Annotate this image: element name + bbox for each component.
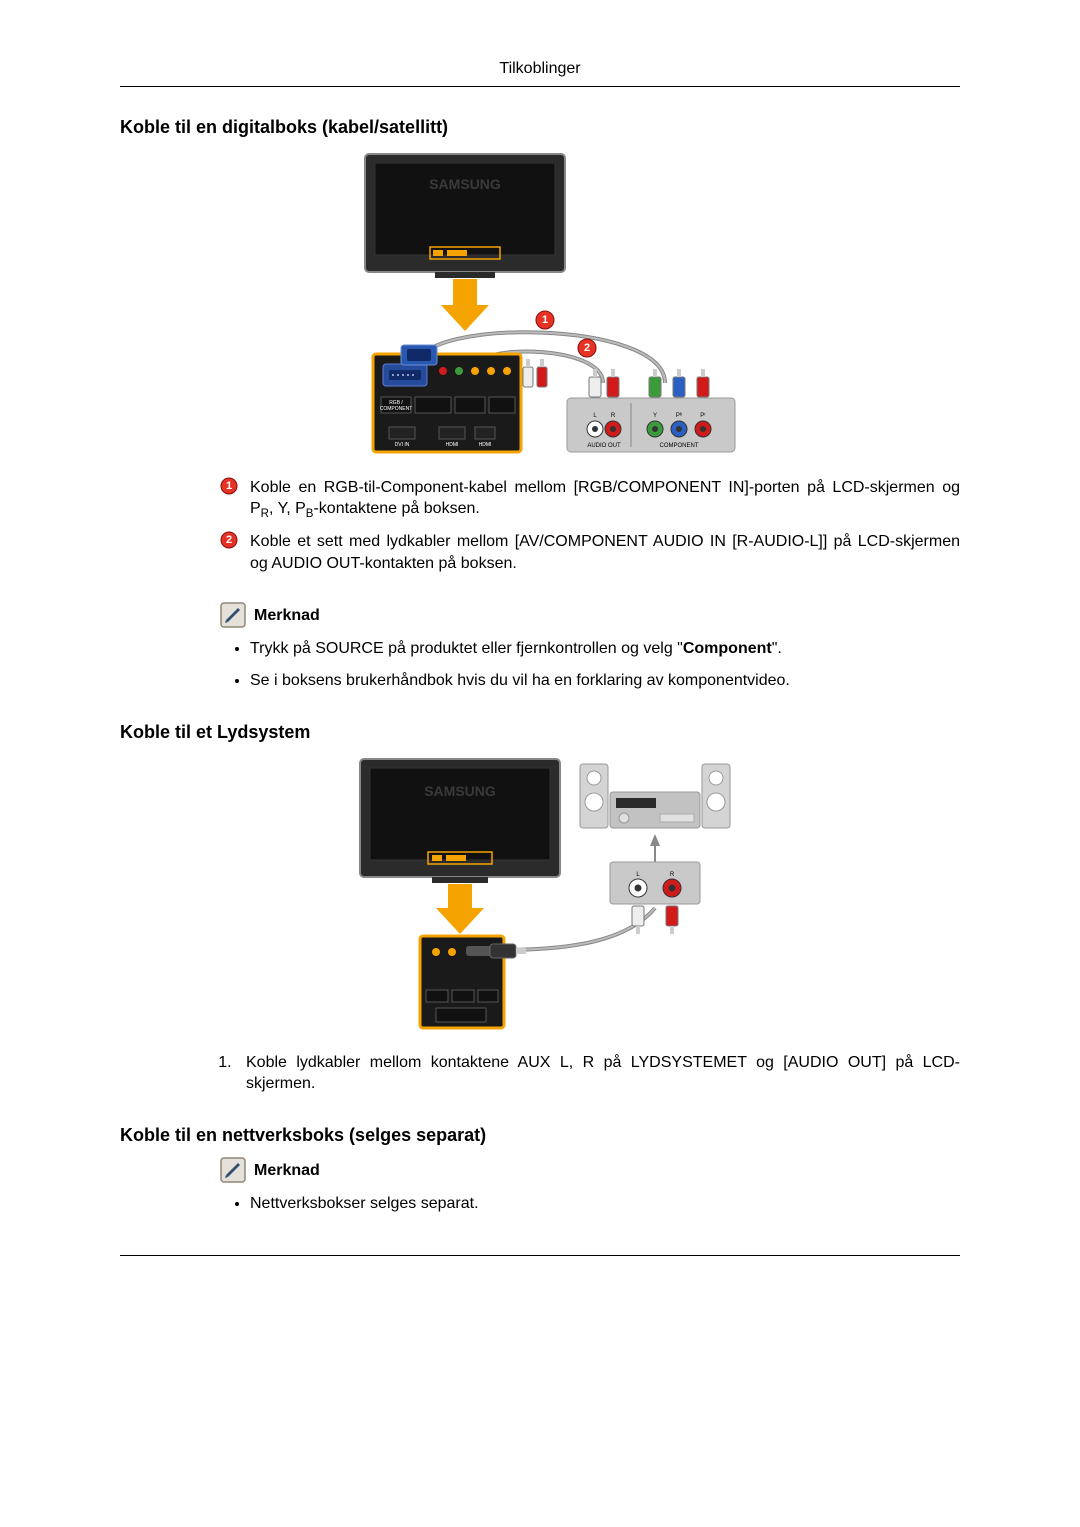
back-panel: RGB / COMPONENT DVI IN HDMI HDMI: [373, 354, 521, 452]
section1-title: Koble til en digitalboks (kabel/satellit…: [120, 115, 960, 139]
page-header: Tilkoblinger: [120, 58, 960, 80]
svg-text:R: R: [611, 413, 616, 419]
receiver: [610, 792, 700, 828]
note-2-item-1: Nettverksbokser selges separat.: [250, 1193, 960, 1215]
svg-text:COMPONENT: COMPONENT: [660, 443, 699, 449]
section3-title: Koble til en nettverksboks (selges separ…: [120, 1123, 960, 1147]
diagram-audiosystem-svg: SAMSUNG: [340, 754, 740, 1034]
badge-2-icon: 2: [220, 531, 238, 549]
back-panel-2: [420, 936, 526, 1028]
section2-list: Koble lydkabler mellom kontaktene AUX L,…: [206, 1052, 960, 1095]
svg-text:COMPONENT: COMPONENT: [380, 406, 413, 412]
svg-text:HDMI: HDMI: [479, 442, 492, 448]
badge-1-icon: 1: [220, 477, 238, 495]
note-1-list: Trykk på SOURCE på produktet eller fjern…: [220, 638, 960, 691]
svg-text:AUDIO OUT: AUDIO OUT: [587, 443, 621, 449]
step-1: 1 Koble en RGB-til-Component-kabel mello…: [220, 477, 960, 523]
note-2: Merknad: [220, 1157, 960, 1183]
svg-text:DVI IN: DVI IN: [395, 442, 410, 448]
diagram-audiosystem: SAMSUNG: [120, 754, 960, 1034]
speaker-right: [702, 764, 730, 828]
svg-text:R: R: [670, 872, 675, 878]
step-2: 2 Koble et sett med lydkabler mellom [AV…: [220, 531, 960, 574]
svg-text:HDMI: HDMI: [446, 442, 459, 448]
arrow-down-icon-2: [436, 884, 484, 934]
note-icon: [220, 602, 246, 628]
svg-text:Pᵇ: Pᵇ: [676, 412, 683, 419]
svg-text:Pʳ: Pʳ: [700, 412, 706, 419]
diagram-digitalbox-svg: SAMSUNG 1 2: [335, 149, 745, 459]
note-1-item-1: Trykk på SOURCE på produktet eller fjern…: [250, 638, 960, 660]
svg-text:2: 2: [584, 342, 590, 354]
svg-text:SAMSUNG: SAMSUNG: [424, 783, 496, 799]
step-2-text: Koble et sett med lydkabler mellom [AV/C…: [250, 531, 960, 574]
page: Tilkoblinger Koble til en digitalboks (k…: [0, 0, 1080, 1302]
header-rule: [120, 86, 960, 87]
svg-text:Y: Y: [653, 413, 657, 419]
svg-text:SAMSUNG: SAMSUNG: [429, 176, 501, 192]
svg-text:1: 1: [226, 480, 232, 492]
speaker-left: [580, 764, 608, 828]
arrow-down-icon: [441, 279, 489, 331]
aux-panel: L R: [610, 862, 700, 904]
svg-text:1: 1: [542, 314, 548, 326]
note-2-label: Merknad: [254, 1160, 320, 1182]
svg-text:2: 2: [226, 534, 232, 546]
footer-rule: [120, 1255, 960, 1256]
note-1: Merknad: [220, 602, 960, 628]
section2-item-1: Koble lydkabler mellom kontaktene AUX L,…: [236, 1052, 960, 1095]
note-1-label: Merknad: [254, 605, 320, 627]
note-icon-2: [220, 1157, 246, 1183]
note-2-list: Nettverksbokser selges separat.: [220, 1193, 960, 1215]
section2-title: Koble til et Lydsystem: [120, 720, 960, 744]
note-1-item-2: Se i boksens brukerhåndbok hvis du vil h…: [250, 670, 960, 692]
step-1-text: Koble en RGB-til-Component-kabel mellom …: [250, 477, 960, 523]
diagram-digitalbox: SAMSUNG 1 2: [120, 149, 960, 459]
settop-box: L R AUDIO OUT Y Pᵇ Pʳ COMPONENT: [567, 398, 735, 452]
